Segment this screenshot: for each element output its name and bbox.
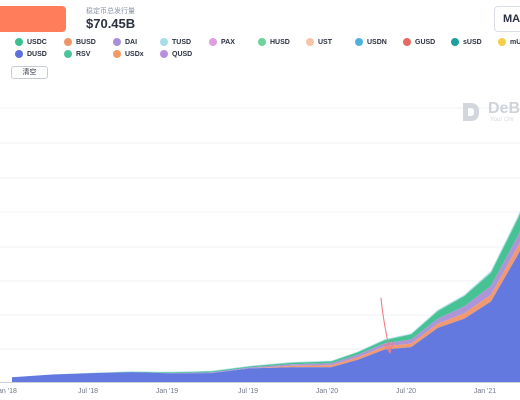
legend-label: BUSD — [76, 39, 96, 46]
chart-legend: USDC BUSD DAI TUSD PAX HUSD UST USDN GUSD sUSD mU D… — [0, 38, 520, 60]
legend-item[interactable]: TUSD — [160, 38, 191, 48]
legend-item[interactable]: UST — [306, 38, 332, 48]
legend-swatch — [258, 38, 266, 47]
legend-label: TUSD — [172, 39, 192, 46]
annotation-arrow — [380, 297, 394, 355]
legend-label: RSV — [76, 51, 91, 58]
legend-label: USDx — [125, 51, 144, 58]
x-tick-label: an '18 — [0, 388, 17, 395]
legend-swatch — [113, 38, 121, 47]
legend-item[interactable]: BUSD — [64, 38, 96, 48]
legend-item[interactable]: sUSD — [451, 38, 482, 48]
supply-label: 稳定币总发行量 — [86, 8, 135, 15]
legend-swatch — [306, 38, 314, 47]
legend-label: QUSD — [172, 51, 193, 58]
watermark-brand: DeB — [488, 100, 520, 117]
watermark-tagline: Your Onl — [490, 117, 514, 123]
legend-label: sUSD — [463, 39, 482, 46]
x-tick-label: Jan '21 — [474, 388, 496, 395]
legend-swatch — [355, 38, 363, 47]
stacked-area-chart: an '18 Jul '18 Jan '19 Jul '19 Jan '20 Jul '2… — [0, 107, 520, 395]
legend-item[interactable]: USDx — [113, 50, 144, 60]
x-tick-label: Jan '19 — [156, 388, 178, 395]
debank-logo-icon — [463, 103, 479, 121]
legend-label: GUSD — [415, 39, 436, 46]
x-tick-label: Jan '20 — [316, 388, 338, 395]
legend-item[interactable]: USDC — [15, 38, 47, 48]
legend-item[interactable]: USDN — [355, 38, 387, 48]
legend-swatch — [160, 38, 168, 47]
clear-button[interactable]: 清空 — [11, 66, 48, 79]
legend-label: PAX — [221, 39, 235, 46]
legend-label: USDN — [367, 39, 387, 46]
legend-swatch — [64, 50, 72, 59]
legend-swatch — [15, 38, 23, 47]
legend-item[interactable]: mU — [498, 38, 520, 48]
legend-label: DAI — [125, 39, 138, 46]
legend-item[interactable]: PAX — [209, 38, 235, 48]
legend-item[interactable]: GUSD — [403, 38, 435, 48]
legend-swatch — [498, 38, 506, 47]
legend-item[interactable]: HUSD — [258, 38, 290, 48]
legend-swatch — [160, 50, 168, 59]
legend-item[interactable]: QUSD — [160, 50, 192, 60]
legend-item[interactable]: DAI — [113, 38, 137, 48]
legend-swatch — [15, 50, 23, 59]
x-tick-label: Jul '19 — [238, 388, 258, 395]
range-max-button[interactable]: MAX — [494, 6, 520, 32]
top-action-button[interactable] — [0, 6, 66, 32]
area-series-usdc — [12, 250, 520, 382]
legend-swatch — [113, 50, 121, 59]
legend-swatch — [64, 38, 72, 47]
x-tick-label: Jul '20 — [396, 388, 416, 395]
legend-item[interactable]: RSV — [64, 50, 90, 60]
legend-swatch — [403, 38, 411, 47]
x-tick-label: Jul '18 — [78, 388, 98, 395]
legend-label: mU — [510, 39, 520, 46]
legend-label: USDC — [27, 39, 47, 46]
legend-item[interactable]: DUSD — [15, 50, 47, 60]
legend-swatch — [209, 38, 217, 47]
legend-label: UST — [318, 39, 332, 46]
legend-label: DUSD — [27, 51, 47, 58]
legend-swatch — [451, 38, 459, 47]
supply-value: $70.45B — [86, 16, 136, 31]
legend-label: HUSD — [270, 39, 290, 46]
